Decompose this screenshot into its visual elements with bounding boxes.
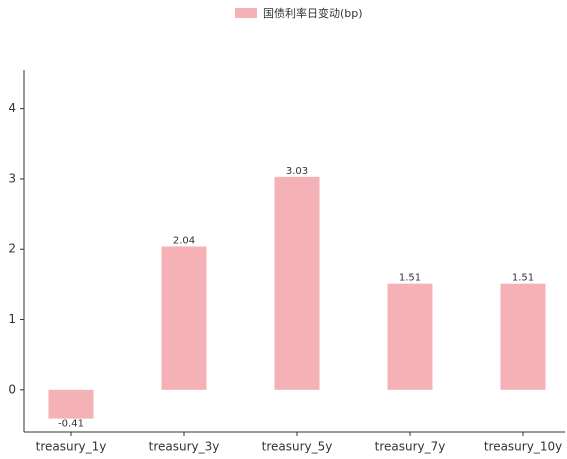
bar bbox=[387, 283, 433, 390]
y-tick-label: 0 bbox=[8, 382, 16, 396]
x-tick-label: treasury_5y bbox=[262, 440, 333, 454]
bar bbox=[161, 246, 207, 390]
x-tick-label: treasury_3y bbox=[149, 440, 220, 454]
data-label: 3.03 bbox=[286, 166, 308, 177]
x-tick-label: treasury_10y bbox=[484, 440, 562, 454]
y-tick-label: 1 bbox=[8, 312, 16, 326]
legend-swatch bbox=[235, 8, 257, 18]
data-label: 1.51 bbox=[512, 273, 534, 284]
data-label: 2.04 bbox=[173, 235, 195, 246]
legend-label: 国债利率日变动(bp) bbox=[263, 6, 363, 20]
x-tick-label: treasury_1y bbox=[36, 440, 107, 454]
bar bbox=[274, 176, 320, 390]
y-tick-label: 3 bbox=[8, 171, 16, 185]
y-tick-label: 2 bbox=[8, 242, 16, 256]
data-label: 1.51 bbox=[399, 273, 421, 284]
data-label: -0.41 bbox=[58, 419, 84, 430]
y-tick-label: 4 bbox=[8, 101, 16, 115]
x-tick-label: treasury_7y bbox=[375, 440, 446, 454]
bar bbox=[500, 283, 546, 390]
bar bbox=[48, 389, 94, 419]
